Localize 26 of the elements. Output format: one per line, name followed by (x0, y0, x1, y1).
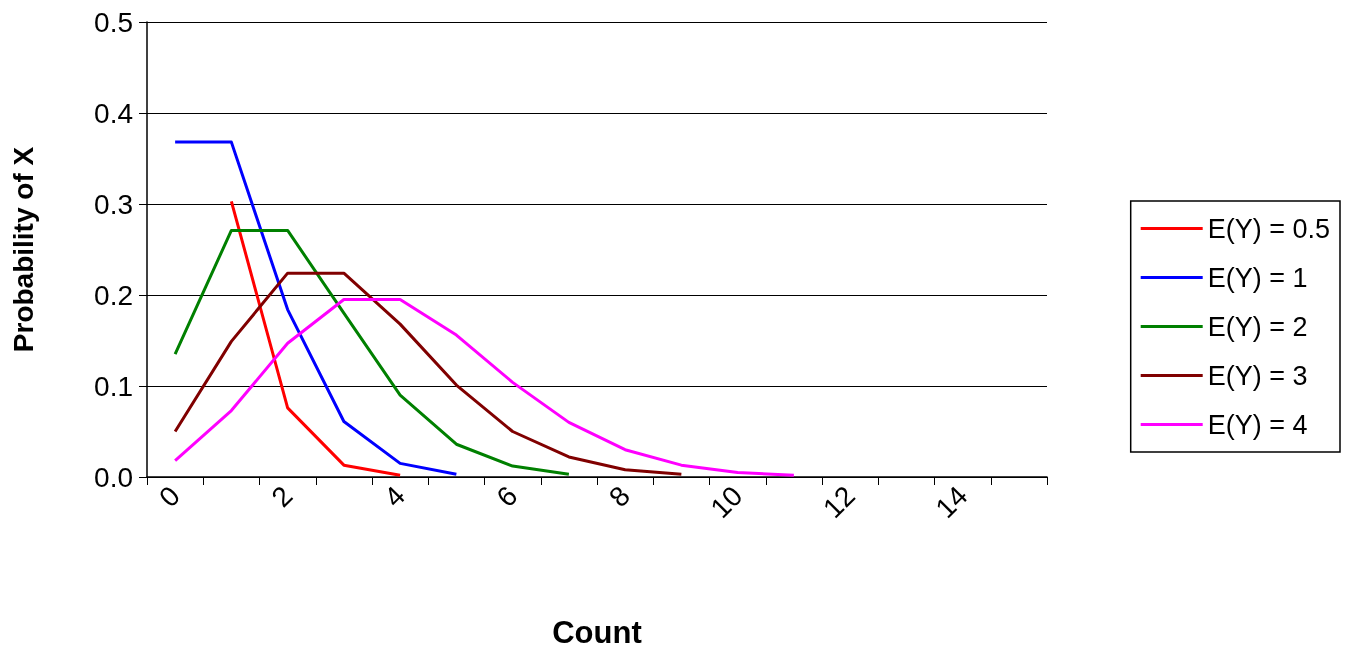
y-tick-label: 0.3 (94, 188, 133, 220)
legend-label: E(Y) = 1 (1207, 262, 1308, 293)
x-tick-label: 2 (265, 480, 299, 513)
y-tick-label: 0.4 (94, 97, 133, 129)
line-series (173, 271, 683, 476)
y-tick-label: 0.2 (94, 279, 133, 311)
legend-label: E(Y) = 4 (1207, 409, 1308, 440)
x-tick-label: 14 (929, 480, 974, 524)
x-tick-label: 10 (704, 480, 749, 524)
x-tick-label: 8 (603, 480, 637, 513)
x-axis-title: Count (552, 615, 642, 650)
x-tick-label: 0 (153, 480, 187, 513)
x-tick-label: 6 (490, 480, 524, 513)
y-tick-label: 0.5 (94, 6, 133, 38)
legend-label: E(Y) = 2 (1207, 311, 1308, 342)
line-series (173, 298, 796, 477)
y-tick-label: 0.0 (94, 461, 133, 493)
y-axis-title: Probability of X (7, 146, 39, 353)
y-tick-label: 0.1 (94, 370, 133, 402)
x-tick-label: 12 (817, 480, 862, 524)
x-tick-label: 4 (378, 480, 412, 513)
legend-label: E(Y) = 3 (1207, 360, 1308, 391)
legend-label: E(Y) = 0.5 (1207, 213, 1331, 244)
line-series (173, 140, 458, 476)
line-series (229, 199, 402, 477)
line-series (173, 228, 571, 476)
